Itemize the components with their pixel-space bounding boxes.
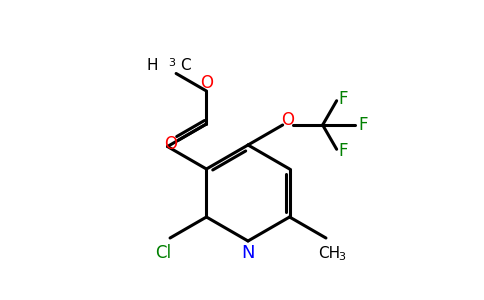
Text: H: H xyxy=(147,58,158,73)
Text: 3: 3 xyxy=(338,252,346,262)
Text: N: N xyxy=(241,244,255,262)
Text: 3: 3 xyxy=(168,58,176,68)
Text: C: C xyxy=(180,58,191,73)
Text: Cl: Cl xyxy=(155,244,171,262)
Text: O: O xyxy=(281,111,294,129)
Text: F: F xyxy=(358,116,367,134)
Text: F: F xyxy=(338,90,348,108)
Text: O: O xyxy=(164,135,177,153)
Text: CH: CH xyxy=(318,247,340,262)
Text: O: O xyxy=(200,74,213,92)
Text: F: F xyxy=(338,142,348,160)
